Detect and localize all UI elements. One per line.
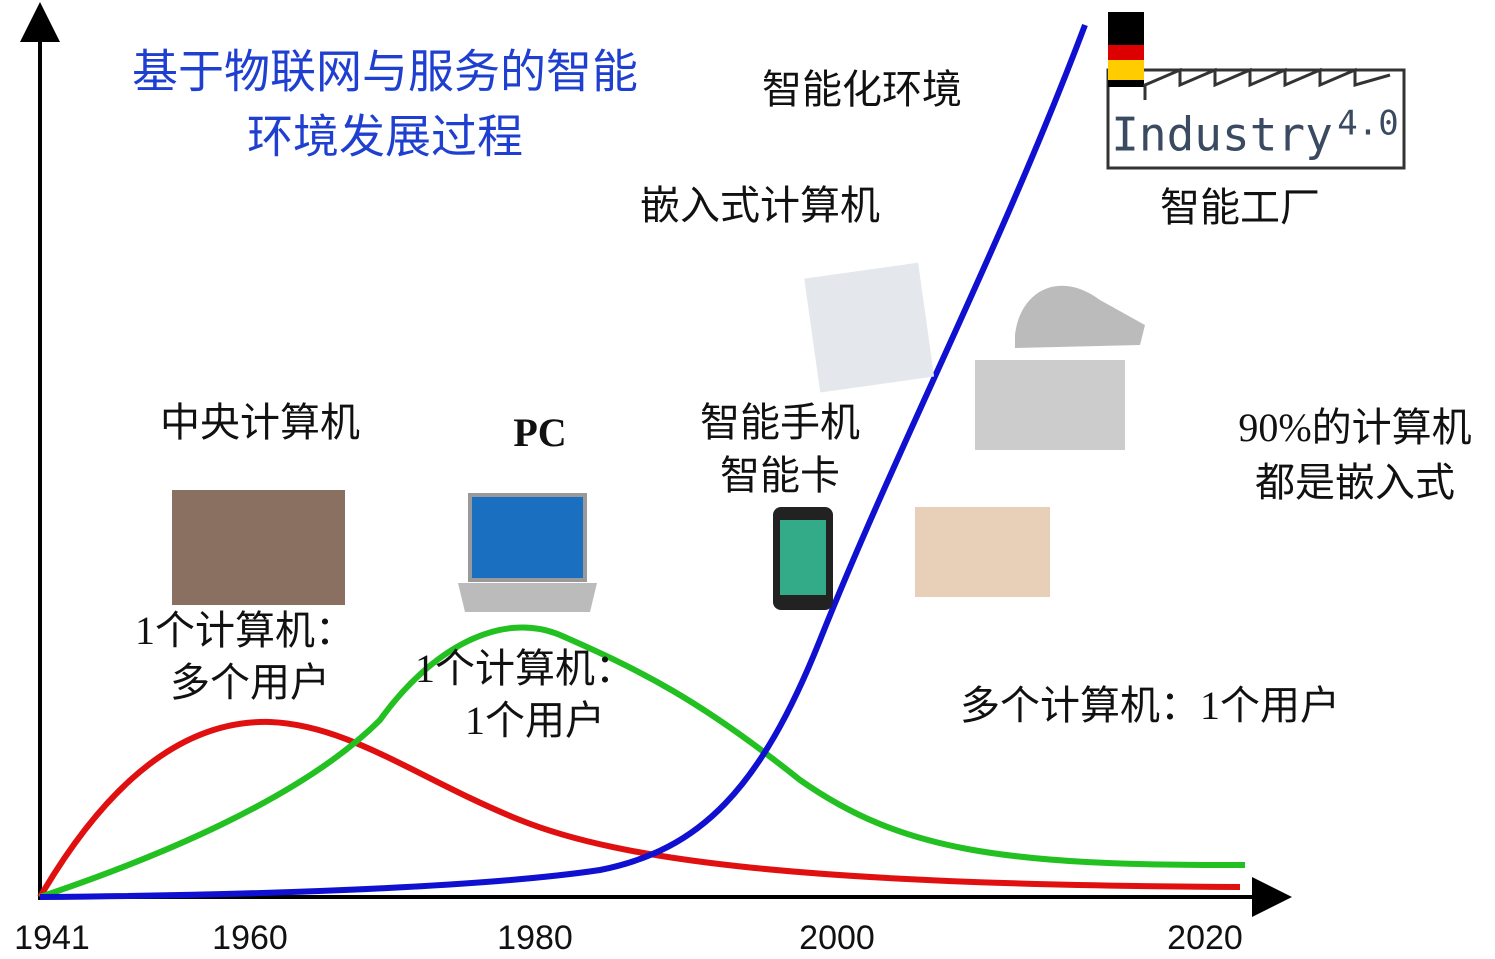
relation-label: 1个计算机： [135,608,355,653]
x-tick-label: 2020 [1167,919,1243,957]
relation-label: 多个计算机：1个用户 [960,683,1340,728]
mainframe-image [172,490,345,605]
stage-label: 90%的计算机 [1238,405,1471,450]
robot-image [975,360,1125,450]
stage-label: 智能手机 [700,400,860,446]
relation-label: 1个计算机： [415,646,635,691]
x-tick-label: 2000 [799,919,875,957]
images [172,262,1145,612]
logo-version: 4.0 [1337,104,1398,144]
stage-label: 智能工厂 [1160,185,1320,231]
stage-label: 嵌入式计算机 [640,183,880,229]
x-tick-label: 1941 [14,919,90,957]
stage-label: PC [513,410,566,455]
chips-image [804,262,935,393]
pc-curve [39,624,1246,900]
embedded-curve [39,23,1088,900]
stage-label: 智能卡 [720,453,840,499]
x-tick-label: 1960 [212,919,288,957]
stage-label: 都是嵌入式 [1255,460,1455,505]
laptop-base [458,583,597,612]
relation-label: 1个用户 [465,698,605,743]
mainframe-curve [37,718,1241,899]
title-line: 基于物联网与服务的智能 [132,45,638,99]
logo-name: Industry [1111,108,1333,162]
card-image [915,507,1050,597]
title-line: 环境发展过程 [247,110,523,164]
relation-label: 多个用户 [170,660,330,705]
industry-logo: Industry 4.0 [1106,12,1406,170]
laptop-image [468,493,587,582]
x-tick-label: 1980 [497,919,573,957]
shoe-image [1015,285,1145,348]
stage-label: 中央计算机 [160,400,360,446]
stage-label: 智能化环境 [762,67,962,113]
